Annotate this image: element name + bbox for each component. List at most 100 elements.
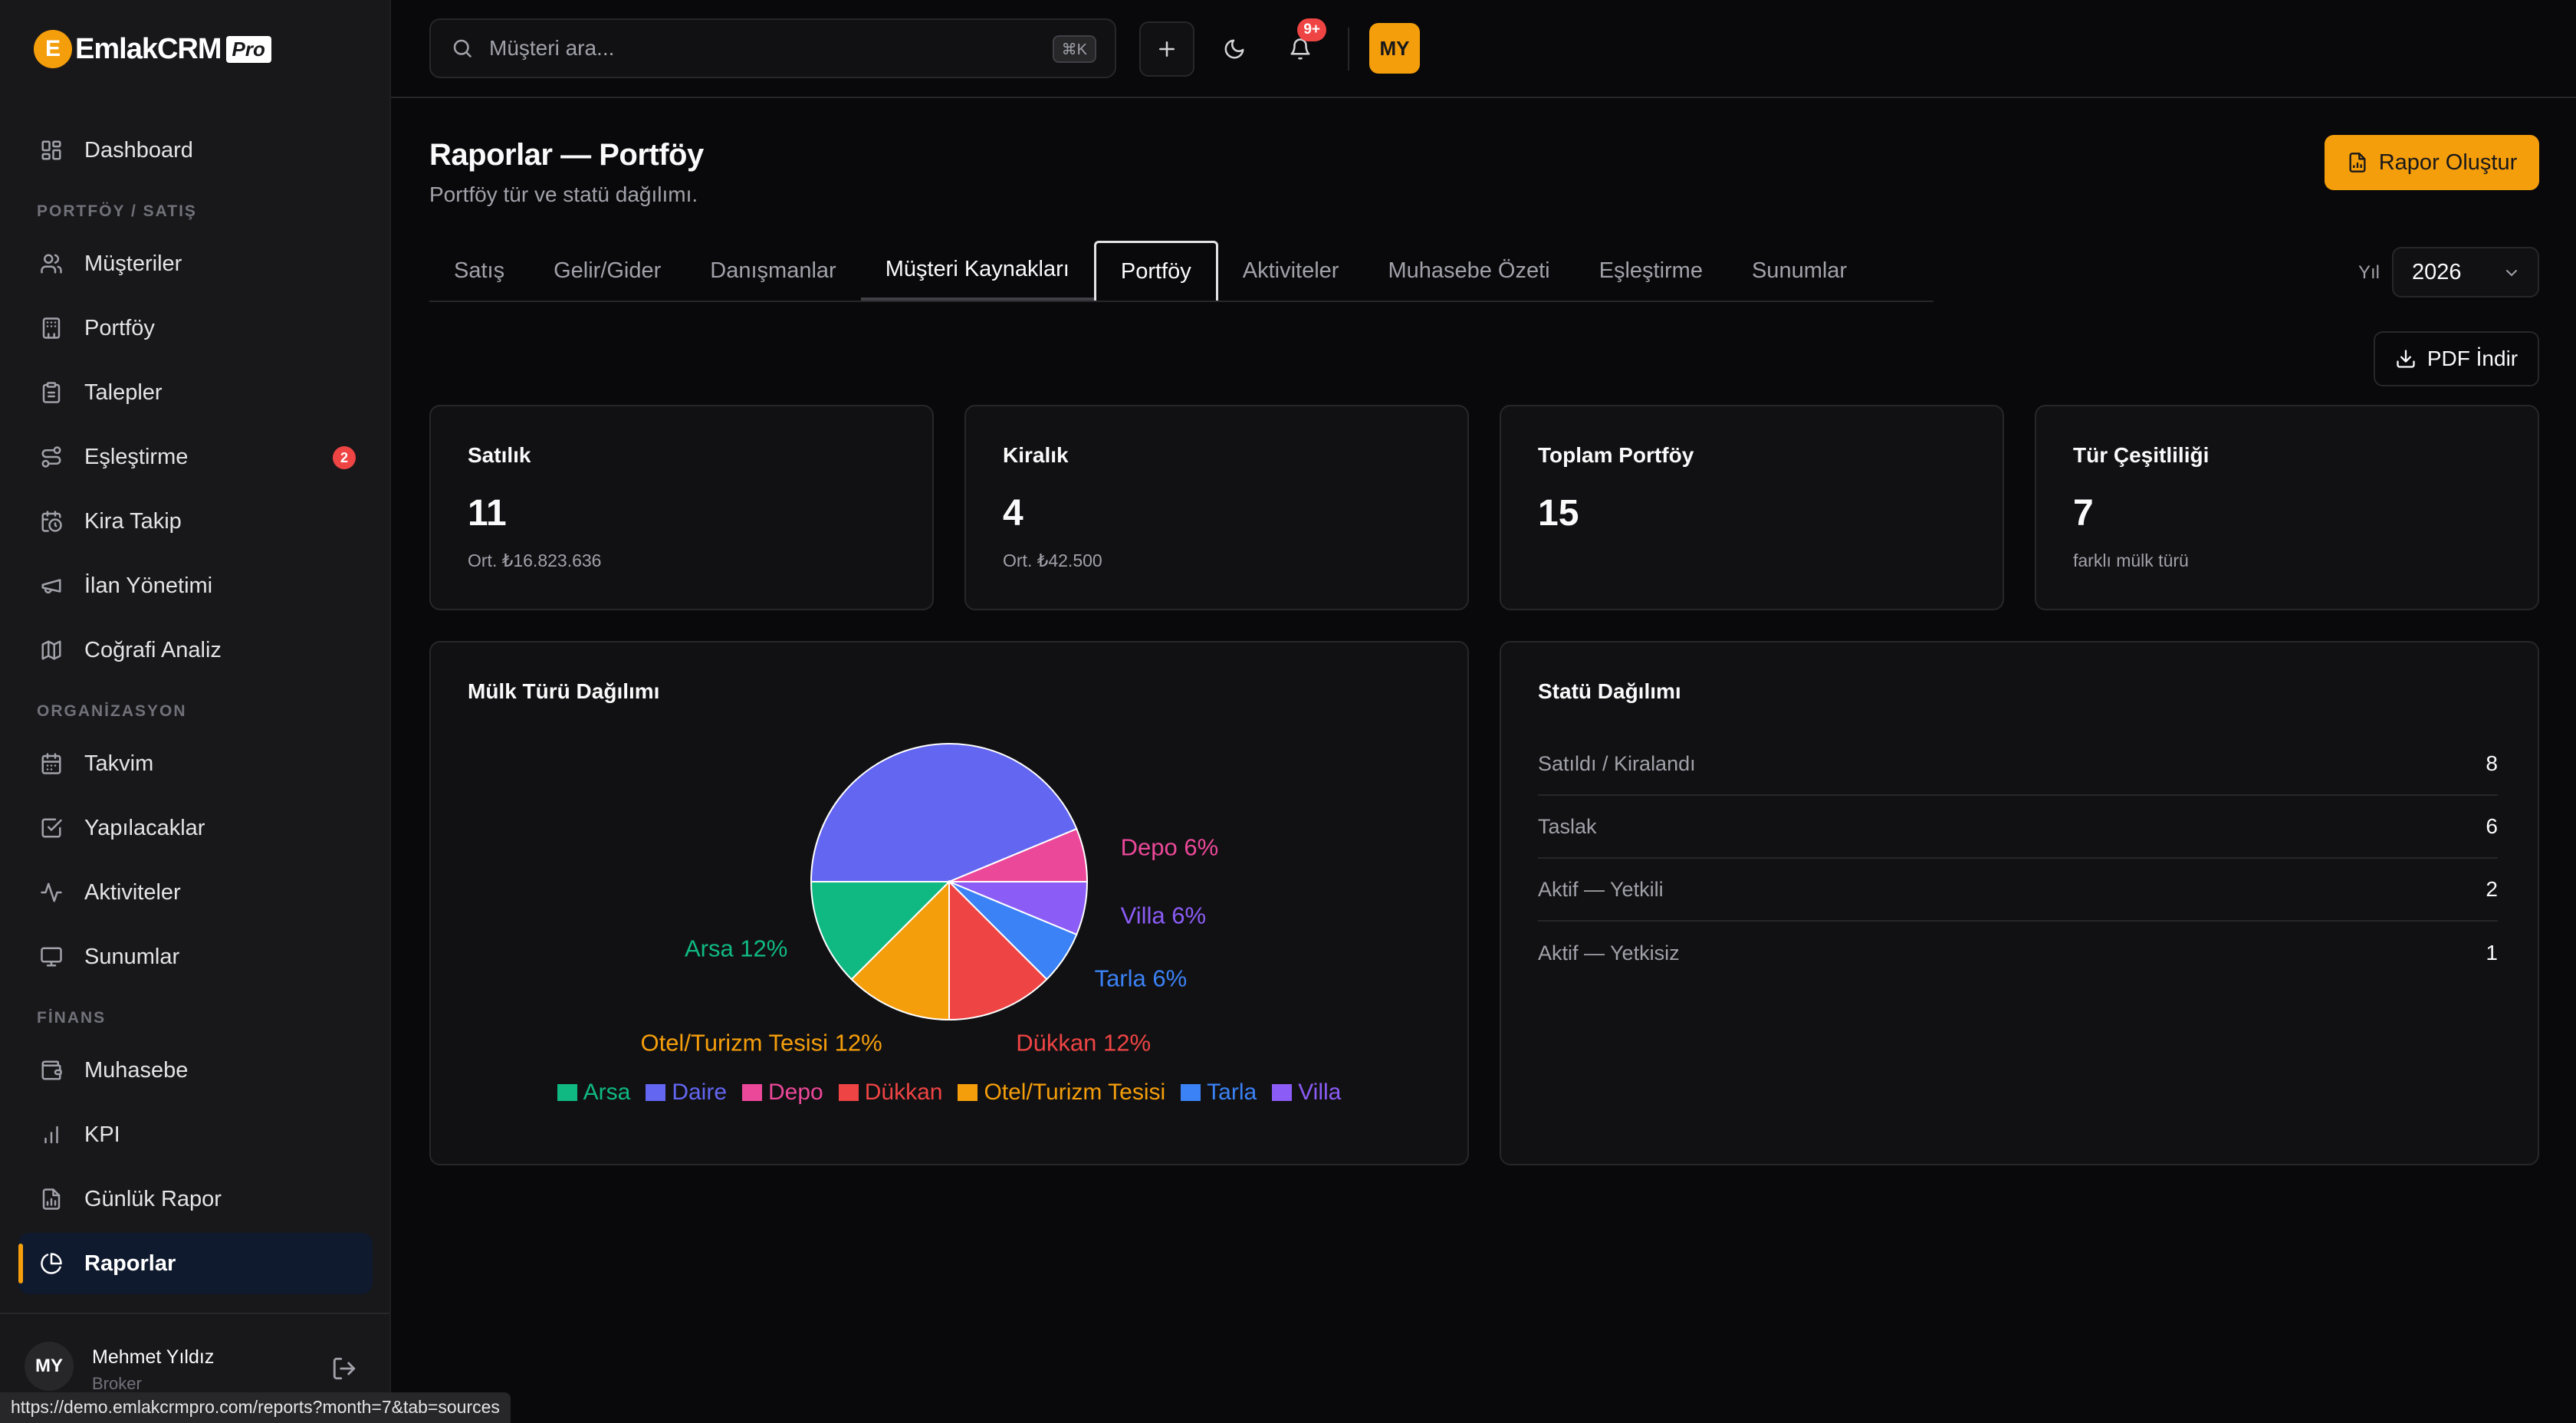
sidebar-item-label: Takvim [84, 751, 154, 776]
sidebar-item-aktiviteler[interactable]: Aktiviteler [18, 862, 373, 923]
pdf-download-button[interactable]: PDF İndir [2374, 331, 2539, 386]
building-icon [40, 317, 63, 340]
page-subtitle: Portföy tür ve statü dağılımı. [429, 182, 698, 206]
sidebar-section-label: FİNANS [37, 1009, 107, 1027]
sidebar-section-label: ORGANİZASYON [37, 702, 187, 720]
add-button[interactable] [1139, 21, 1194, 77]
sidebar-item-muhasebe[interactable]: Muhasebe [18, 1040, 373, 1101]
legend-item-otel-turizm-tesisi[interactable]: Otel/Turizm Tesisi [958, 1080, 1165, 1106]
topbar: ⌘K 9+ MY [391, 0, 2576, 98]
app-logo[interactable]: E EmlakCRM Pro [34, 28, 271, 71]
slice-label-otel-turizm-tesisi: Otel/Turizm Tesisi 12% [640, 1030, 882, 1057]
chevron-down-icon [2506, 270, 2517, 277]
avatar[interactable]: MY [25, 1342, 74, 1391]
pie-slice-arsa[interactable] [810, 881, 951, 981]
status-label: Aktif — Yetkisiz [1538, 941, 1680, 965]
status-bar-url: https://demo.emlakcrmpro.com/reports?mon… [0, 1392, 511, 1423]
tab-sunumlar[interactable]: Sunumlar [1751, 258, 1848, 283]
tab-gelir-gider[interactable]: Gelir/Gider [554, 258, 662, 283]
sidebar-item-yapilacaklar[interactable]: Yapılacaklar [18, 797, 373, 859]
sidebar-item-label: Muhasebe [84, 1057, 189, 1083]
tab-satis[interactable]: Satış [454, 258, 505, 283]
legend-swatch [557, 1084, 577, 1101]
status-value: 8 [2486, 751, 2498, 775]
search-box[interactable]: ⌘K [429, 18, 1116, 78]
legend-label: Dükkan [864, 1080, 943, 1105]
sidebar-item-talepler[interactable]: Talepler [18, 362, 373, 423]
legend-swatch [742, 1084, 763, 1101]
avatar[interactable]: MY [1369, 23, 1420, 74]
sidebar-item-portfoy[interactable]: Portföy [18, 297, 373, 359]
slice-label-dukkan: Dükkan 12% [1016, 1030, 1151, 1057]
sidebar-item-label: Raporlar [84, 1250, 176, 1276]
year-select[interactable]: 2026 [2392, 247, 2539, 297]
sidebar-item-label: Eşleştirme [84, 444, 189, 469]
legend-item-depo[interactable]: Depo [742, 1080, 823, 1106]
legend-item-villa[interactable]: Villa [1272, 1080, 1341, 1106]
status-row: Taslak 6 [1538, 796, 2498, 859]
tab-eslestirme[interactable]: Eşleştirme [1598, 258, 1703, 283]
status-value: 6 [2486, 814, 2498, 838]
property-type-pie-chart: Depo 6% Villa 6% Tarla 6% Dükkan 12% Otel/Tu… [640, 743, 1219, 1057]
status-label: Taslak [1538, 814, 1597, 838]
search-shortcut: ⌘K [1052, 35, 1096, 63]
slice-label-villa: Villa 6% [1121, 902, 1206, 928]
status-row: Aktif — Yetkili 2 [1538, 859, 2498, 922]
user-name: Mehmet Yıldız [92, 1346, 215, 1368]
tab-danismanlar[interactable]: Danışmanlar [710, 258, 836, 283]
map-icon [40, 639, 63, 662]
theme-toggle-button[interactable] [1207, 21, 1262, 77]
status-label: Aktif — Yetkili [1538, 877, 1664, 901]
sidebar-item-gunluk-rapor[interactable]: Günlük Rapor [18, 1168, 373, 1230]
sidebar-item-kira-takip[interactable]: Kira Takip [18, 491, 373, 552]
pie-slice-daire[interactable] [810, 743, 1078, 882]
sidebar-item-cografi-analiz[interactable]: Coğrafi Analiz [18, 619, 373, 681]
sidebar-item-kpi[interactable]: KPI [18, 1104, 373, 1165]
legend-label: Depo [768, 1080, 823, 1105]
legend-item-dukkan[interactable]: Dükkan [838, 1080, 943, 1106]
sidebar-item-ilan-yonetimi[interactable]: İlan Yönetimi [18, 555, 373, 616]
stat-value: 7 [2073, 493, 2094, 534]
tab-portfoy[interactable]: Portföy [1093, 241, 1218, 301]
sidebar-item-musteriler[interactable]: Müşteriler [18, 233, 373, 294]
tab-musteri-kaynaklari[interactable]: Müşteri Kaynakları [860, 241, 1094, 301]
bell-icon [1290, 38, 1310, 60]
tab-muhasebe-ozeti[interactable]: Muhasebe Özeti [1388, 258, 1550, 283]
pie-slice-otel-turizm-tesisi[interactable] [850, 879, 950, 1021]
legend-item-arsa[interactable]: Arsa [557, 1080, 630, 1106]
create-report-button[interactable]: Rapor Oluştur [2325, 135, 2539, 190]
status-value: 1 [2486, 941, 2498, 965]
legend-swatch [958, 1084, 978, 1101]
sidebar-item-label: Kira Takip [84, 508, 182, 534]
calendar-icon [40, 752, 63, 775]
sidebar-item-raporlar[interactable]: Raporlar [18, 1233, 373, 1294]
notifications-button[interactable]: 9+ [1273, 18, 1328, 77]
stat-card-diversity: Tür Çeşitliliği 7 farklı mülk türü [2035, 405, 2539, 610]
sidebar-item-label: Portföy [84, 315, 155, 340]
checkbox-icon [40, 817, 63, 840]
user-role: Broker [92, 1374, 142, 1393]
chart-title: Mülk Türü Dağılımı [468, 679, 660, 703]
sidebar-item-eslestirme[interactable]: Eşleştirme 2 [18, 426, 373, 488]
legend-item-tarla[interactable]: Tarla [1181, 1080, 1257, 1106]
search-icon [451, 37, 474, 60]
sidebar-item-dashboard[interactable]: Dashboard [18, 120, 373, 181]
layout-grid-icon [40, 139, 63, 162]
pie-chart-icon [40, 1252, 63, 1275]
sidebar-item-sunumlar[interactable]: Sunumlar [18, 926, 373, 988]
pie-slice-dukkan[interactable] [948, 879, 1048, 1021]
plus-icon [1159, 41, 1175, 57]
legend-swatch [646, 1084, 666, 1101]
stat-card-satilik: Satılık 11 Ort. ₺16.823.636 [429, 405, 934, 610]
presentation-icon [40, 945, 63, 968]
legend-item-daire[interactable]: Daire [646, 1080, 727, 1106]
search-input[interactable] [489, 36, 1026, 61]
stat-value: 4 [1003, 493, 1024, 534]
slice-label-tarla: Tarla 6% [1095, 965, 1188, 992]
route-icon [40, 445, 63, 468]
tab-aktiviteler[interactable]: Aktiviteler [1242, 258, 1339, 283]
logout-icon[interactable] [331, 1356, 357, 1382]
slice-label-depo: Depo 6% [1121, 834, 1219, 861]
sidebar-item-takvim[interactable]: Takvim [18, 733, 373, 794]
users-icon [40, 252, 63, 275]
